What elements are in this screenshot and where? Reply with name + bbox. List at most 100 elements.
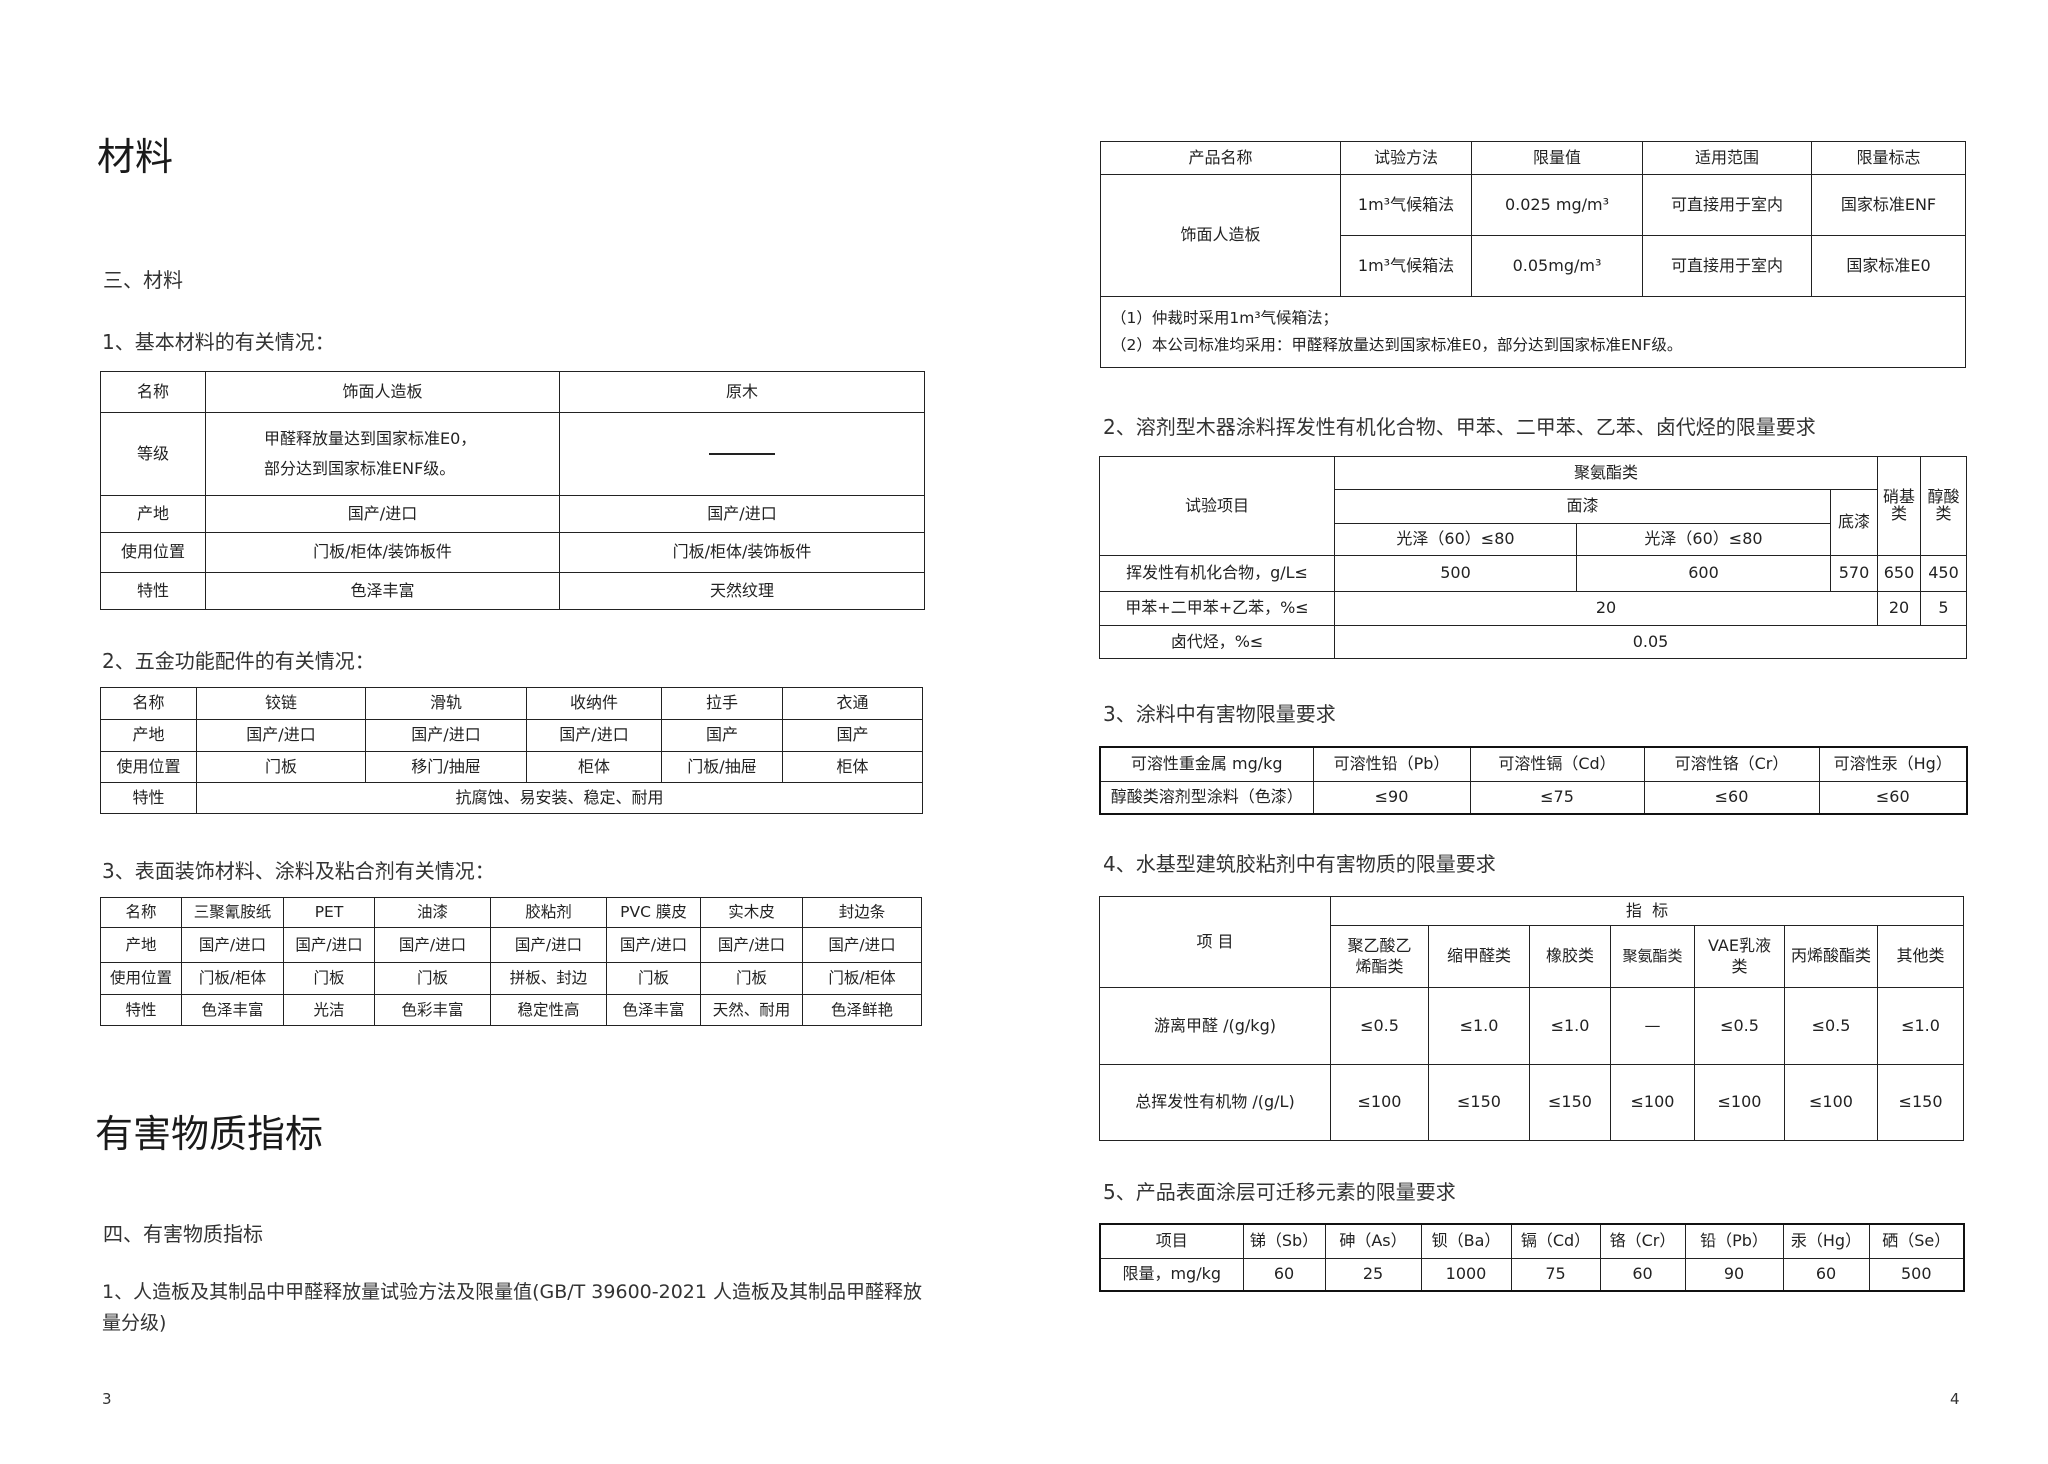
table-cell: 色彩丰富 xyxy=(374,994,491,1026)
table-cell: 实木皮 xyxy=(700,897,803,928)
table-row: 项目 锑（Sb） 砷（As） 钡（Ba） 镉（Cd） 铬（Cr） 铅（Pb） 汞… xyxy=(1099,1223,1965,1259)
table-cell: ≤90 xyxy=(1312,780,1471,815)
table-cell: 25 xyxy=(1324,1257,1422,1292)
table-cell: 门板 xyxy=(700,962,803,995)
table-cell: 门板 xyxy=(283,962,375,995)
table-cell: 收纳件 xyxy=(526,687,662,720)
table-header: 试验方法 xyxy=(1340,141,1472,175)
table-cell: 门板 xyxy=(196,751,366,783)
page-title-materials: 材料 xyxy=(97,135,174,179)
section-heading: 四、有害物质指标 xyxy=(103,1222,263,1246)
table-cell: 国产/进口 xyxy=(559,495,925,533)
table-header: 汞（Hg） xyxy=(1782,1223,1870,1259)
paragraph: 1、人造板及其制品中甲醛释放量试验方法及限量值(GB/T 39600-2021 … xyxy=(102,1281,922,1334)
table-header: 产品名称 xyxy=(1100,141,1341,175)
table-cell: 门板/柜体/装饰板件 xyxy=(559,532,925,573)
table-cell: ≤150 xyxy=(1529,1064,1611,1141)
table-cell: ≤1.0 xyxy=(1529,987,1611,1065)
table-row: 产地 国产/进口 国产/进口 国产/进口 国产/进口 国产/进口 国产/进口 国… xyxy=(100,927,922,963)
table-header: 硒（Se） xyxy=(1868,1223,1965,1259)
subheading: 2、五金功能配件的有关情况： xyxy=(102,649,375,673)
table-cell: 拼板、封边 xyxy=(490,962,607,995)
table-cell: 国产/进口 xyxy=(490,927,607,963)
table-header: 醇酸类 xyxy=(1920,456,1968,556)
table-header: 可溶性镉（Cd） xyxy=(1469,746,1645,782)
table-cell: 国产/进口 xyxy=(283,927,375,963)
table-header: 钡（Ba） xyxy=(1420,1223,1512,1259)
table-row: 使用位置 门板/柜体 门板 门板 拼板、封边 门板 门板 门板/柜体 xyxy=(100,962,922,995)
table-cell: 限量，mg/kg xyxy=(1099,1257,1244,1292)
table-cell: 原木 xyxy=(559,371,925,413)
table-header: 聚氨酯类 xyxy=(1610,925,1695,988)
table-row: 可溶性重金属 mg/kg 可溶性铅（Pb） 可溶性镉（Cd） 可溶性铬（Cr） … xyxy=(1099,746,1968,782)
table-cell: 0.05mg/m³ xyxy=(1471,235,1643,297)
table-cell: 500 xyxy=(1868,1257,1965,1292)
subheading: 2、溶剂型木器涂料挥发性有机化合物、甲苯、二甲苯、乙苯、卤代烃的限量要求 xyxy=(1103,415,1816,439)
table-cell: 国产 xyxy=(661,719,783,752)
adhesive-limit-table: 项 目 指 标 聚乙酸乙烯酯类 缩甲醛类 橡胶类 聚氨酯类 VAE乳液类 丙烯酸… xyxy=(1099,896,1965,1141)
table-header: 可溶性重金属 mg/kg xyxy=(1099,746,1314,782)
table-row: 名称 铰链 滑轨 收纳件 拉手 衣通 xyxy=(100,687,923,720)
table-row: 等级 甲醛释放量达到国家标准E0， 部分达到国家标准ENF级。 xyxy=(100,412,925,496)
table-cell: 500 xyxy=(1334,555,1577,592)
table-header: 其他类 xyxy=(1876,925,1965,988)
table-cell: 衣通 xyxy=(782,687,923,720)
subheading: 3、涂料中有害物限量要求 xyxy=(1103,702,1336,726)
hardware-table: 名称 铰链 滑轨 收纳件 拉手 衣通 产地 国产/进口 国产/进口 国产/进口 … xyxy=(100,687,923,814)
table-cell: 名称 xyxy=(100,897,182,928)
table-cell: 60 xyxy=(1599,1257,1686,1292)
table-cell: 胶粘剂 xyxy=(490,897,607,928)
table-cell: 国产/进口 xyxy=(606,927,701,963)
table-cell: 饰面人造板 xyxy=(205,371,560,413)
table-cell: 色泽鲜艳 xyxy=(802,994,922,1026)
table-header: 指 标 xyxy=(1329,896,1965,926)
table-cell: 天然纹理 xyxy=(559,572,925,610)
table-cell: 色泽丰富 xyxy=(606,994,701,1026)
table-header: 锑（Sb） xyxy=(1242,1223,1326,1259)
table-cell: 使用位置 xyxy=(100,751,197,783)
table-cell: 饰面人造板 xyxy=(1100,174,1341,297)
formaldehyde-limit-table: 产品名称 试验方法 限量值 适用范围 限量标志 饰面人造板 1m³气候箱法 0.… xyxy=(1100,141,1966,368)
table-cell: 抗腐蚀、易安装、稳定、耐用 xyxy=(196,782,923,814)
table-header: 聚氨酯类 xyxy=(1333,456,1879,490)
table-header: 丙烯酸酯类 xyxy=(1784,925,1878,988)
table-cell: 60 xyxy=(1242,1257,1326,1292)
basic-materials-table: 名称 饰面人造板 原木 等级 甲醛释放量达到国家标准E0， 部分达到国家标准EN… xyxy=(100,371,925,610)
table-cell: ≤1.0 xyxy=(1428,987,1530,1065)
grade-line-2: 部分达到国家标准ENF级。 xyxy=(264,459,456,478)
table-cell: 国产/进口 xyxy=(196,719,366,752)
table-cell: ≤100 xyxy=(1694,1064,1785,1141)
table-cell: 滑轨 xyxy=(365,687,527,720)
table-cell: 1m³气候箱法 xyxy=(1340,235,1472,297)
table-row: 使用位置 门板 移门/抽屉 柜体 门板/抽屉 柜体 xyxy=(100,751,923,783)
table-cell: 门板/抽屉 xyxy=(661,751,783,783)
table-cell: ≤60 xyxy=(1643,780,1820,815)
table-row: （1）仲裁时采用1m³气候箱法； （2）本公司标准均采用：甲醛释放量达到国家标准… xyxy=(1100,296,1966,368)
subheading: 1、基本材料的有关情况： xyxy=(102,330,335,354)
table-cell: 柜体 xyxy=(782,751,923,783)
table-header: 限量值 xyxy=(1471,141,1643,175)
table-row: 游离甲醛 /(g/kg) ≤0.5 ≤1.0 ≤1.0 — ≤0.5 ≤0.5 … xyxy=(1099,987,1965,1065)
table-header: 砷（As） xyxy=(1324,1223,1422,1259)
table-row: 产品名称 试验方法 限量值 适用范围 限量标志 xyxy=(1100,141,1966,175)
table-cell: 游离甲醛 /(g/kg) xyxy=(1099,987,1331,1065)
table-header: 限量标志 xyxy=(1811,141,1966,175)
table-cell: 柜体 xyxy=(526,751,662,783)
table-cell: 产地 xyxy=(100,927,182,963)
table-header: 可溶性汞（Hg） xyxy=(1818,746,1968,782)
heavy-metal-table: 可溶性重金属 mg/kg 可溶性铅（Pb） 可溶性镉（Cd） 可溶性铬（Cr） … xyxy=(1099,746,1968,815)
table-cell: 国家标准E0 xyxy=(1811,235,1966,297)
table-cell: 国产/进口 xyxy=(526,719,662,752)
table-cell: 门板/柜体 xyxy=(181,962,284,995)
table-cell: 产地 xyxy=(100,719,197,752)
table-header: 橡胶类 xyxy=(1529,925,1611,988)
table-row: 面漆 底漆 xyxy=(1100,489,1967,556)
table-header: 光泽（60）≤80 xyxy=(1334,523,1577,556)
table-cell: 20 xyxy=(1333,591,1879,626)
note: （1）仲裁时采用1m³气候箱法； xyxy=(1111,309,1339,327)
table-cell: 色泽丰富 xyxy=(205,572,560,610)
table-row: 光泽（60）≤80 光泽（60）≤80 xyxy=(1100,523,1967,556)
table-cell: 拉手 xyxy=(661,687,783,720)
table-cell: 使用位置 xyxy=(100,532,206,573)
table-cell: 门板 xyxy=(606,962,701,995)
